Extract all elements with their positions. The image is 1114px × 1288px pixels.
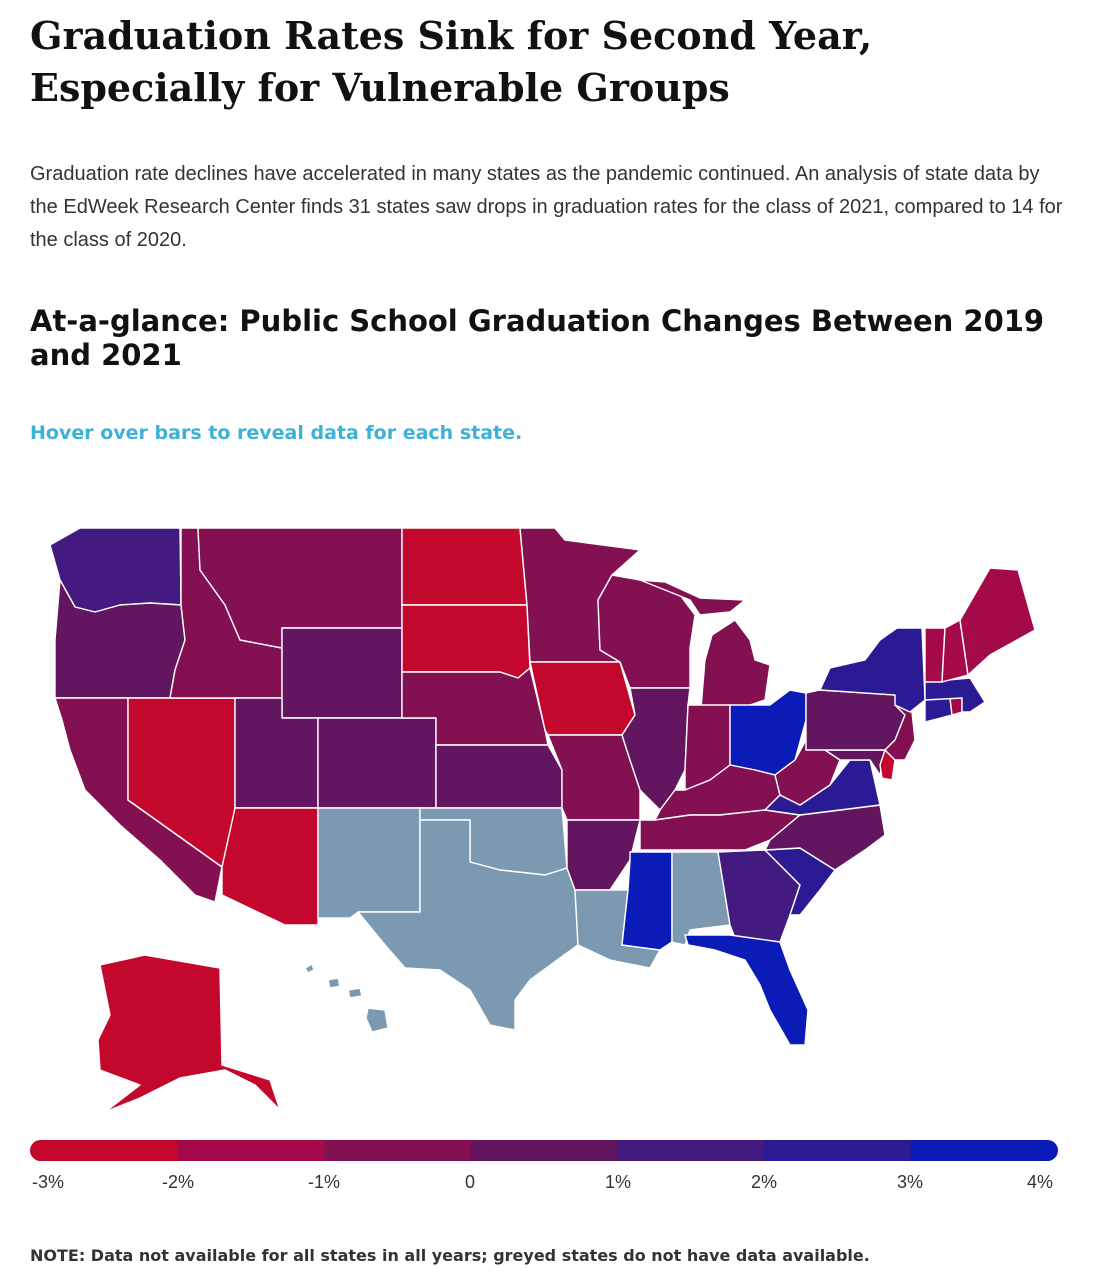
state-ct[interactable] xyxy=(924,697,953,723)
footnote: NOTE: Data not available for all states … xyxy=(30,1246,870,1265)
chart-subtitle: At-a-glance: Public School Graduation Ch… xyxy=(30,304,1045,372)
legend-segment xyxy=(764,1140,912,1161)
legend-labels: -3% -2% -1% 0 1% 2% 3% 4% xyxy=(0,1172,1114,1192)
page-title: Graduation Rates Sink for Second Year, E… xyxy=(30,13,873,110)
state-ny[interactable] xyxy=(819,627,926,713)
us-choropleth-map xyxy=(49,527,1036,1113)
state-ks[interactable] xyxy=(435,744,563,809)
hover-hint: Hover over bars to reveal data for each … xyxy=(30,422,523,444)
state-ma[interactable] xyxy=(924,677,986,713)
state-co[interactable] xyxy=(317,717,437,809)
state-fl[interactable] xyxy=(684,934,809,1046)
state-ia[interactable] xyxy=(529,661,636,736)
legend-label: 4% xyxy=(1026,1172,1054,1192)
state-wi[interactable] xyxy=(597,574,696,689)
legend-segment xyxy=(30,1140,177,1161)
legend-segment xyxy=(323,1140,471,1161)
legend-label: -3% xyxy=(31,1172,65,1192)
legend-segment xyxy=(617,1140,765,1161)
legend-segment xyxy=(176,1140,324,1161)
state-pa[interactable] xyxy=(805,689,906,751)
state-ak[interactable] xyxy=(97,954,281,1113)
legend-segment xyxy=(470,1140,618,1161)
legend-label: -2% xyxy=(161,1172,195,1192)
legend-label: -1% xyxy=(307,1172,341,1192)
state-sd[interactable] xyxy=(401,604,531,679)
legend-label: 3% xyxy=(896,1172,924,1192)
legend-color-bar xyxy=(30,1140,1058,1161)
state-ne[interactable] xyxy=(401,667,549,746)
state-me[interactable] xyxy=(959,567,1036,676)
legend-label: 1% xyxy=(604,1172,632,1192)
state-ms[interactable] xyxy=(621,851,673,951)
state-tx[interactable] xyxy=(357,819,579,1031)
state-mi[interactable] xyxy=(639,579,771,721)
state-nd[interactable] xyxy=(401,527,528,606)
state-nm[interactable] xyxy=(317,807,421,919)
legend-segment xyxy=(911,1140,1058,1161)
state-ri[interactable] xyxy=(949,697,963,716)
intro-paragraph: Graduation rate declines have accelerate… xyxy=(30,163,1063,251)
legend-label: 2% xyxy=(750,1172,778,1192)
legend-label: 0 xyxy=(464,1172,476,1192)
state-wy[interactable] xyxy=(281,627,403,719)
state-nj[interactable] xyxy=(884,704,916,761)
state-az[interactable] xyxy=(221,807,319,926)
state-hi[interactable] xyxy=(304,963,389,1033)
